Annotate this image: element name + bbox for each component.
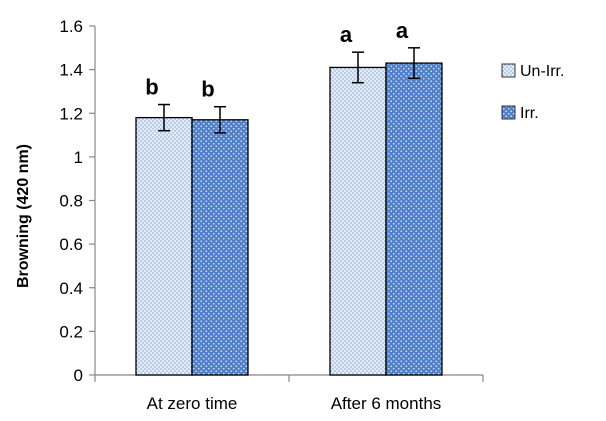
bar-un-irr-0 <box>135 116 193 376</box>
legend: Un-Irr. Irr. <box>501 63 564 122</box>
significance-label: b <box>145 75 158 100</box>
legend-swatch-irr <box>501 105 516 120</box>
legend-swatch-un-irr <box>501 63 516 78</box>
x-category-label: At zero time <box>147 394 238 413</box>
legend-label: Un-Irr. <box>520 63 564 80</box>
x-category-label: After 6 months <box>331 394 442 413</box>
bar-un-irr-1 <box>329 66 387 376</box>
bar-irr-1 <box>385 62 443 376</box>
y-tick-label: 0.6 <box>59 235 83 254</box>
y-tick-label: 1 <box>74 148 83 167</box>
significance-label: a <box>396 18 409 43</box>
y-tick-label: 0.4 <box>59 279 83 298</box>
significance-labels-group: b b a a <box>145 18 409 102</box>
error-bars-group <box>158 47 420 134</box>
bar-series-group <box>135 62 443 376</box>
y-axis: 0 0.2 0.4 0.6 0.8 1 1.2 1.4 1.6 <box>59 17 96 385</box>
y-axis-label: Browning (420 nm) <box>15 144 32 288</box>
y-tick-label: 0.8 <box>59 192 83 211</box>
y-tick-label: 1.2 <box>59 104 83 123</box>
y-tick-label: 1.6 <box>59 17 83 36</box>
bar-irr-0 <box>191 119 249 376</box>
legend-label: Irr. <box>520 105 539 122</box>
y-tick-label: 0.2 <box>59 322 83 341</box>
significance-label: a <box>340 22 353 47</box>
y-tick-label: 1.4 <box>59 61 83 80</box>
significance-label: b <box>201 77 214 102</box>
y-tick-label: 0 <box>74 366 83 385</box>
x-axis: At zero time After 6 months <box>94 374 484 413</box>
